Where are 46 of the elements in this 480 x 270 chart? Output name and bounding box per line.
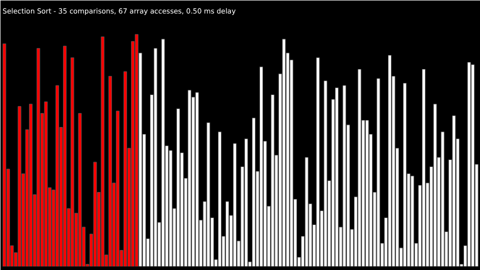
bar [403,82,407,266]
bar [154,48,158,266]
bar [467,62,471,266]
bar [116,110,120,266]
bar [124,71,128,266]
bar [452,115,456,266]
bar [176,108,180,266]
bar [252,118,256,266]
bar [282,38,286,266]
bar [226,201,230,266]
bar [335,88,339,266]
bar [410,176,414,266]
bar [2,43,6,266]
bar [304,157,308,266]
bar [29,104,33,266]
bar [324,80,328,266]
bar [422,68,426,266]
bar [376,78,380,266]
bar [70,57,74,266]
bar [471,64,475,266]
bar [44,101,48,266]
bar [36,48,40,266]
bar [206,122,210,266]
bar [134,34,138,266]
bar [78,113,82,266]
bar [108,76,112,266]
bar [316,57,320,266]
bar [433,104,437,266]
bar [100,36,104,266]
bar [244,138,248,266]
bar [161,38,165,266]
bar [358,68,362,266]
bar [365,120,369,266]
bar [56,85,60,266]
bar [93,162,97,266]
bar [440,132,444,266]
bar [233,143,237,266]
bar [270,94,274,266]
bar [195,92,199,266]
bar [18,106,22,266]
bar [260,66,264,266]
bar [218,132,222,266]
bar [188,90,192,266]
bar [388,55,392,266]
bar [63,46,67,266]
bar [342,85,346,266]
